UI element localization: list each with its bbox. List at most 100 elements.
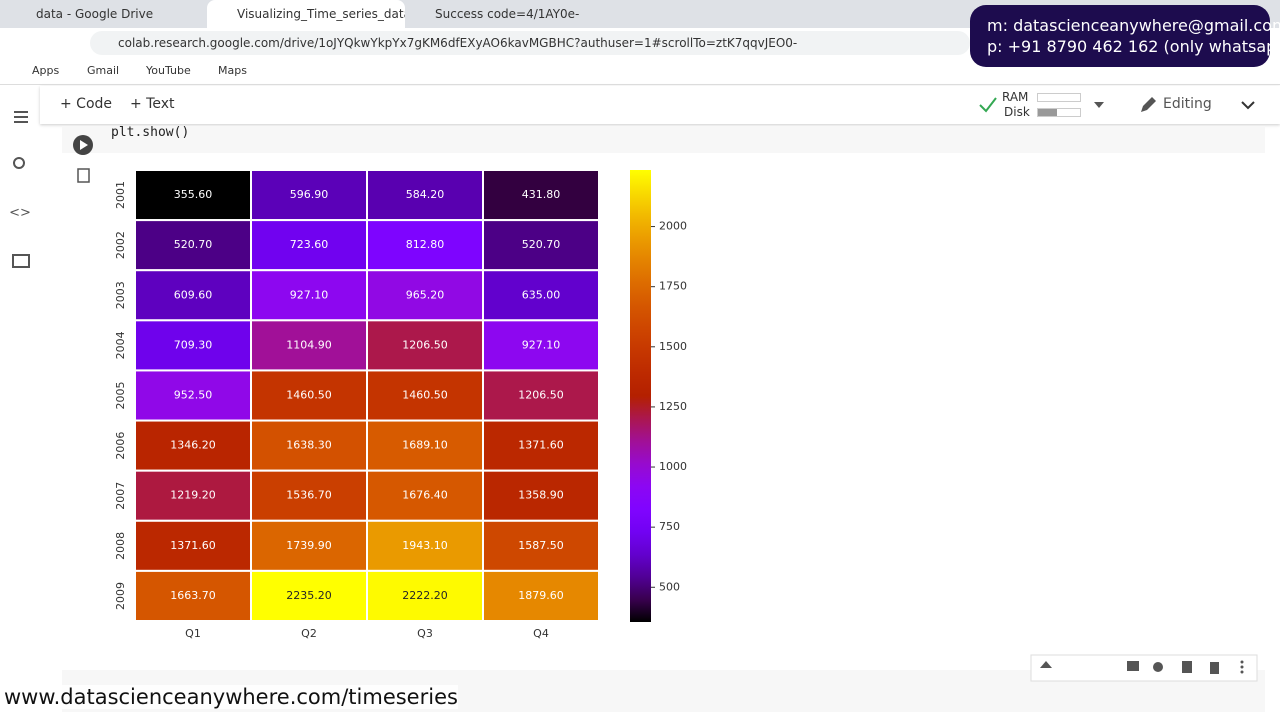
bookmark[interactable]: Apps: [32, 64, 60, 77]
tab-title: Success code=4/1AY0e-g4PD_ac: [435, 7, 580, 21]
collapse-icon[interactable]: [1241, 101, 1255, 110]
check-icon: [979, 97, 997, 113]
x-tick-label: Q2: [301, 627, 317, 640]
cell-label: 1104.90: [286, 338, 332, 351]
heatmap-cell: [482, 419, 600, 472]
heatmap-cell: [134, 369, 252, 422]
dropdown-icon[interactable]: [1094, 102, 1104, 108]
cell-label: 520.70: [174, 238, 213, 251]
heatmap-cell: [482, 319, 600, 372]
cell-label: 709.30: [174, 338, 213, 351]
heatmap-cell: [482, 569, 600, 622]
y-tick-label: 2006: [114, 432, 127, 460]
cell-label: 1587.50: [518, 539, 564, 552]
heatmap-cell: [250, 269, 368, 322]
heatmap-cell: [482, 219, 600, 272]
disk-bar: [1037, 108, 1081, 117]
cell-label: 965.20: [406, 288, 445, 301]
cell-label: 1739.90: [286, 539, 332, 552]
tab[interactable]: data - Google Drive: [8, 0, 203, 28]
cell-label: 2222.20: [402, 589, 448, 602]
disk-label: Disk: [1004, 105, 1030, 119]
search-icon[interactable]: [13, 157, 25, 169]
cell-label: 2235.20: [286, 589, 332, 602]
heatmap-cell: [482, 369, 600, 422]
cell-label: 1206.50: [402, 338, 448, 351]
code-line: plt.show(): [111, 125, 190, 140]
cell-label: 1346.20: [170, 439, 216, 452]
pencil-icon: [1141, 97, 1156, 112]
cell-label: 1460.50: [402, 389, 448, 402]
heatmap-cell: [250, 219, 368, 272]
y-tick-label: 2007: [114, 482, 127, 510]
y-tick-label: 2004: [114, 331, 127, 359]
tab-title: data - Google Drive: [36, 7, 154, 21]
contact-box: [970, 5, 1270, 67]
bookmark[interactable]: Gmail: [87, 64, 120, 77]
y-tick-label: 2005: [114, 382, 127, 410]
divider: [0, 84, 1280, 85]
cell-label: 584.20: [406, 188, 445, 201]
colorbar: [630, 170, 651, 622]
output-icon[interactable]: [77, 168, 90, 183]
bookmark[interactable]: Maps: [218, 64, 247, 77]
y-tick-label: 2008: [114, 532, 127, 560]
colorbar-tick-label: 750: [659, 520, 680, 533]
cell-label: 1879.60: [518, 589, 564, 602]
cell-label: 1206.50: [518, 389, 564, 402]
cell-label: 1460.50: [286, 389, 332, 402]
cell-toolbar-box: [1030, 654, 1258, 682]
heatmap-chart: 355.60 596.90 584.20 431.80 520.70 723.60 812.…: [114, 169, 687, 640]
add-text[interactable]: + Text: [130, 96, 175, 112]
cell-label: 723.60: [290, 238, 329, 251]
play-icon: [80, 140, 88, 150]
code-icon[interactable]: <>: [9, 206, 31, 221]
cell-label: 1536.70: [286, 489, 332, 502]
cell-label: 520.70: [522, 238, 561, 251]
tab-title: Visualizing_Time_series_data.ipyn: [237, 7, 405, 21]
cell-label: 596.90: [290, 188, 329, 201]
heatmap-cell: [134, 319, 252, 372]
heatmap-cell: [250, 519, 368, 572]
bookmark[interactable]: YouTube: [146, 64, 191, 77]
x-tick-label: Q3: [417, 627, 433, 640]
add-code[interactable]: + Code: [60, 96, 113, 112]
cell-label: 1943.10: [402, 539, 448, 552]
cell-toolbar: [1030, 654, 1258, 682]
heatmap-cell: [366, 319, 484, 372]
toc-icon[interactable]: [14, 111, 28, 123]
tab[interactable]: Visualizing_Time_series_data.ipyn: [207, 0, 405, 28]
cell-label: 609.60: [174, 288, 213, 301]
colorbar-tick-label: 1500: [659, 340, 687, 353]
cell-toolbar-icons[interactable]: [1040, 660, 1244, 675]
heatmap-cell: [366, 519, 484, 572]
colorbar-tick-label: 1250: [659, 400, 687, 413]
y-tick-label: 2003: [114, 281, 127, 309]
cell-label: 927.10: [522, 338, 561, 351]
cell-label: 355.60: [174, 188, 213, 201]
heatmap-cell: [482, 269, 600, 322]
cell-icons: [73, 135, 93, 183]
heatmap-cell: [250, 569, 368, 622]
colorbar-tick-label: 1000: [659, 460, 687, 473]
url-field[interactable]: [90, 31, 970, 55]
cell-label: 1371.60: [170, 539, 216, 552]
editing[interactable]: Editing: [1163, 96, 1212, 112]
files-icon[interactable]: [12, 254, 30, 268]
contact-phone: p: +91 8790 462 162 (only whatsapp): [987, 37, 1280, 56]
heatmap-cell: [134, 469, 252, 522]
cell-label: 952.50: [174, 389, 213, 402]
cell-label: 927.10: [290, 288, 329, 301]
tab[interactable]: Success code=4/1AY0e-g4PD_ac: [408, 0, 583, 28]
heatmap-cell: [366, 569, 484, 622]
cell-label: 1689.10: [402, 439, 448, 452]
cell-label: 431.80: [522, 188, 561, 201]
cell-label: 635.00: [522, 288, 561, 301]
cell-label: 1219.20: [170, 489, 216, 502]
heatmap-cell: [250, 169, 368, 222]
footer-url: www.datascienceanywhere.com/timeseries: [4, 685, 458, 709]
ram-label: RAM: [1002, 90, 1029, 104]
url: colab.research.google.com/drive/1oJYQkwY…: [118, 36, 798, 50]
